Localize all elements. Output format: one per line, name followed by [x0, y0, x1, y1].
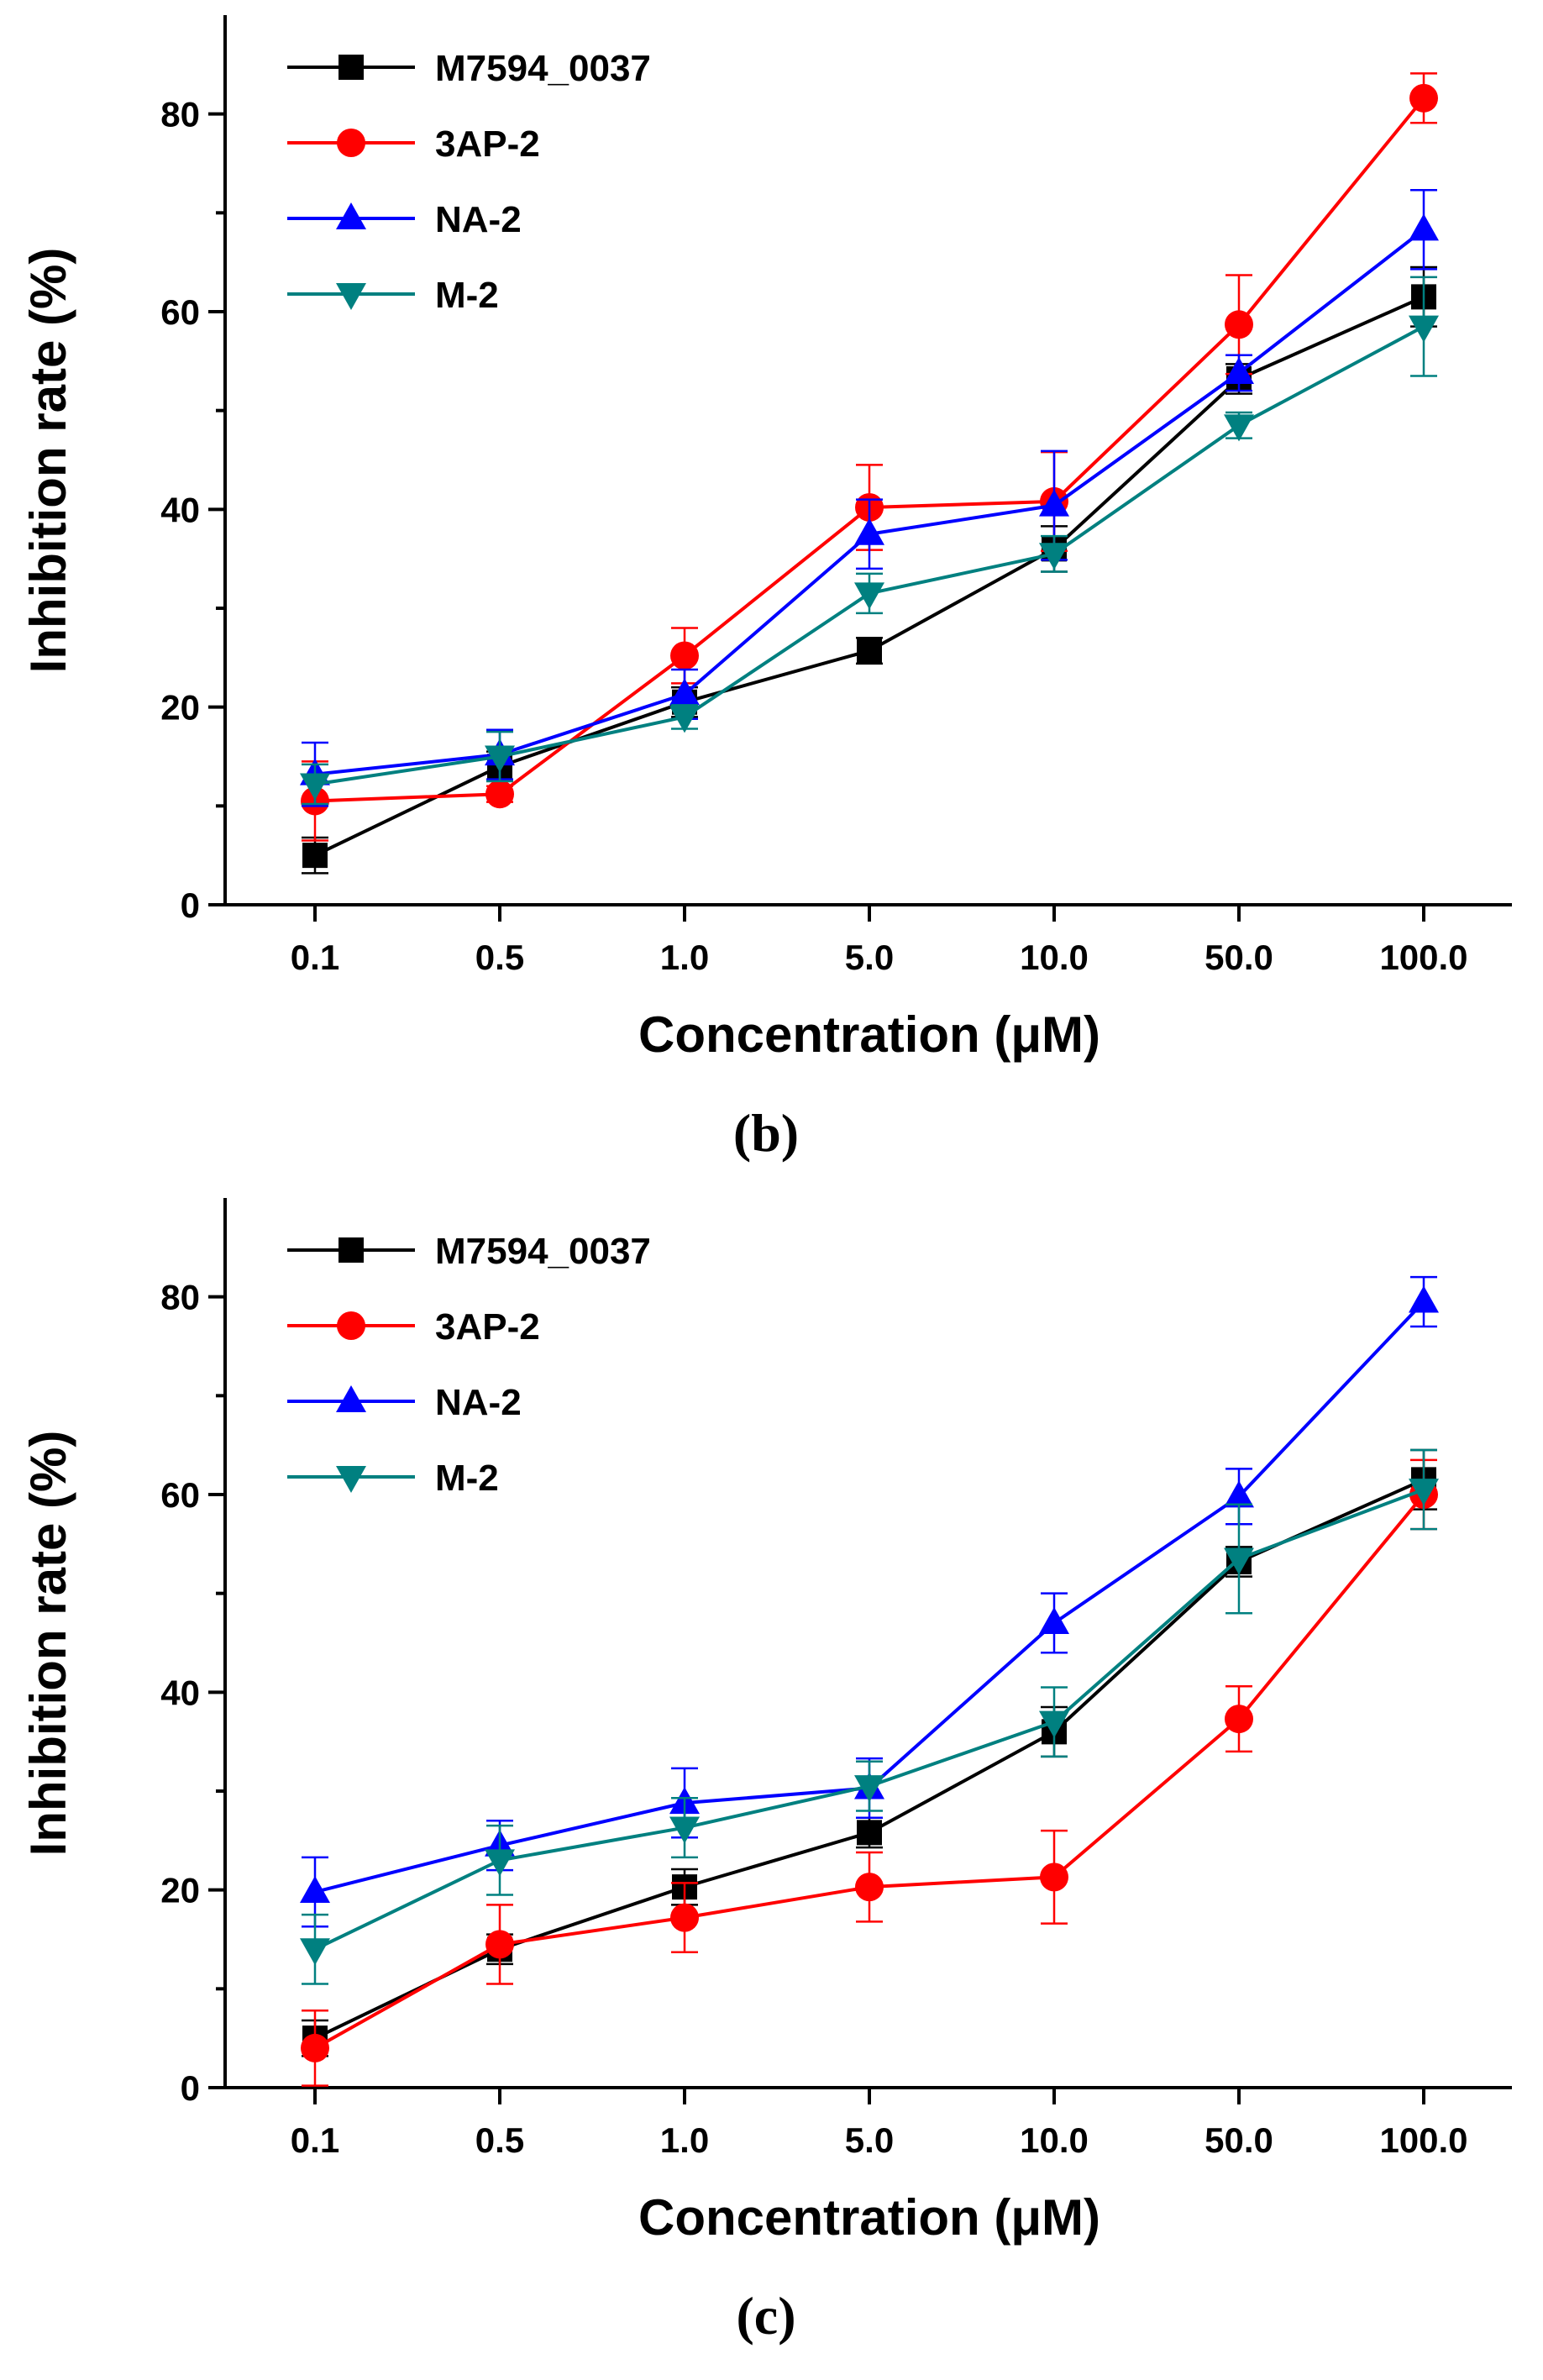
x-tick-label: 1.0 — [660, 938, 709, 977]
legend-label: M-2 — [435, 1458, 499, 1499]
legend-item-3ap-2: 3AP-2 — [287, 123, 540, 165]
series-m7594-0037 — [302, 265, 1437, 875]
x-tick-label: 5.0 — [845, 938, 894, 977]
x-tick-label: 0.1 — [291, 938, 339, 977]
x-tick-label: 50.0 — [1204, 938, 1273, 977]
data-point-na-2 — [1409, 1285, 1439, 1313]
data-point-3ap-2 — [485, 780, 514, 809]
legend-label: NA-2 — [435, 1382, 522, 1423]
legend-label: NA-2 — [435, 199, 522, 240]
data-point-na-2 — [1039, 489, 1069, 517]
y-tick-label: 20 — [160, 1871, 200, 1910]
chart-panel-c: 0 20 40 60 80 0.1 0.5 1.0 5.0 10.0 50.0 100.0 Concen… — [0, 1183, 1543, 2366]
legend-item-na-2: NA-2 — [287, 199, 522, 240]
data-point-m-2 — [669, 706, 700, 733]
legend-item-na-2: NA-2 — [287, 1382, 522, 1423]
y-tick-label: 0 — [181, 885, 200, 925]
y-axis-title: Inhibition rate (%) — [20, 1431, 76, 1857]
x-axis-title: Concentration (μM) — [638, 2189, 1100, 2246]
data-point-3ap-2 — [670, 641, 699, 670]
legend-item-m-2: M-2 — [287, 1458, 499, 1499]
data-point-m-2 — [1409, 1479, 1439, 1506]
data-point-na-2 — [1224, 356, 1254, 384]
chart-b-svg: 0 20 40 60 80 0.1 0.5 1.0 5.0 10.0 50.0 100.0 Concen… — [20, 15, 1512, 1163]
x-tick-label: 100.0 — [1379, 2120, 1467, 2160]
legend-item-m7594-0037: M7594_0037 — [287, 48, 651, 89]
legend-item-3ap-2: 3AP-2 — [287, 1306, 540, 1348]
legend-label: M7594_0037 — [435, 48, 651, 89]
series-m7594-0037 — [302, 1448, 1437, 2057]
data-point-m-2 — [854, 1775, 884, 1803]
legend-marker-m-2 — [336, 1466, 366, 1493]
data-point-m-2 — [1224, 414, 1254, 442]
legend-marker-m-2 — [336, 283, 366, 310]
x-tick-label: 10.0 — [1020, 938, 1089, 977]
data-point-m-2 — [1409, 315, 1439, 343]
data-point-na-2 — [1039, 1606, 1069, 1634]
data-point-m7594-0037 — [302, 843, 328, 869]
legend-marker-m7594-0037 — [339, 1237, 364, 1263]
y-tick-label: 60 — [160, 292, 200, 332]
data-point-na-2 — [1409, 213, 1439, 241]
legend-marker-na-2 — [336, 202, 366, 229]
y-tick-label: 80 — [160, 95, 200, 134]
data-point-m-2 — [669, 1816, 700, 1844]
legend-item-m7594-0037: M7594_0037 — [287, 1231, 651, 1272]
series-m-2 — [300, 1448, 1439, 1985]
data-point-3ap-2 — [1409, 83, 1438, 113]
y-tick-label: 0 — [181, 2068, 200, 2108]
data-point-na-2 — [854, 518, 884, 545]
data-point-m-2 — [485, 745, 515, 773]
data-point-na-2 — [669, 678, 700, 706]
data-point-m-2 — [300, 1938, 330, 1966]
y-tick-label: 60 — [160, 1475, 200, 1515]
legend-label: M7594_0037 — [435, 1231, 651, 1272]
data-point-m-2 — [854, 582, 884, 610]
data-point-m-2 — [485, 1849, 515, 1877]
y-tick-label: 20 — [160, 688, 200, 728]
y-tick-label: 40 — [160, 490, 200, 529]
y-axis-title: Inhibition rate (%) — [20, 248, 76, 674]
x-tick-label: 0.5 — [475, 2120, 524, 2160]
x-tick-label: 0.1 — [291, 2120, 339, 2160]
legend-marker-3ap-2 — [337, 1311, 365, 1340]
x-tick-label: 1.0 — [660, 2120, 709, 2160]
data-point-3ap-2 — [1225, 310, 1253, 339]
data-point-m-2 — [1039, 1710, 1069, 1738]
x-tick-label: 0.5 — [475, 938, 524, 977]
y-tick-label: 80 — [160, 1278, 200, 1317]
legend-item-m-2: M-2 — [287, 275, 499, 316]
y-tick-label: 40 — [160, 1673, 200, 1712]
data-point-m-2 — [300, 773, 330, 801]
chart-panel-b: 0 20 40 60 80 0.1 0.5 1.0 5.0 10.0 50.0 100.0 Concen… — [0, 0, 1543, 1183]
chart-c-svg: 0 20 40 60 80 0.1 0.5 1.0 5.0 10.0 50.0 100.0 Concen… — [20, 1198, 1512, 2346]
panel-label: (c) — [736, 2286, 795, 2346]
x-tick-label: 100.0 — [1379, 938, 1467, 977]
data-point-m-2 — [1039, 543, 1069, 570]
series-3ap-2 — [301, 72, 1438, 842]
data-point-3ap-2 — [670, 1903, 699, 1932]
legend-marker-m7594-0037 — [339, 55, 364, 80]
series-m-2 — [300, 276, 1439, 806]
panel-label: (b) — [733, 1103, 799, 1163]
data-point-m7594-0037 — [857, 638, 882, 664]
legend-label: 3AP-2 — [435, 1306, 540, 1348]
data-point-m-2 — [1224, 1547, 1254, 1575]
x-tick-label: 5.0 — [845, 2120, 894, 2160]
x-tick-label: 50.0 — [1204, 2120, 1273, 2160]
data-point-3ap-2 — [1040, 1862, 1068, 1892]
x-axis-title: Concentration (μM) — [638, 1006, 1100, 1063]
legend-marker-na-2 — [336, 1385, 366, 1412]
legend-label: M-2 — [435, 275, 499, 316]
data-point-3ap-2 — [855, 1873, 884, 1902]
data-point-3ap-2 — [301, 2033, 329, 2062]
x-tick-label: 10.0 — [1020, 2120, 1089, 2160]
data-point-3ap-2 — [1225, 1705, 1253, 1734]
legend-marker-3ap-2 — [337, 129, 365, 157]
data-point-na-2 — [1224, 1480, 1254, 1508]
data-point-3ap-2 — [485, 1930, 514, 1959]
data-point-na-2 — [300, 1876, 330, 1904]
data-point-m7594-0037 — [857, 1820, 882, 1846]
legend-label: 3AP-2 — [435, 123, 540, 165]
